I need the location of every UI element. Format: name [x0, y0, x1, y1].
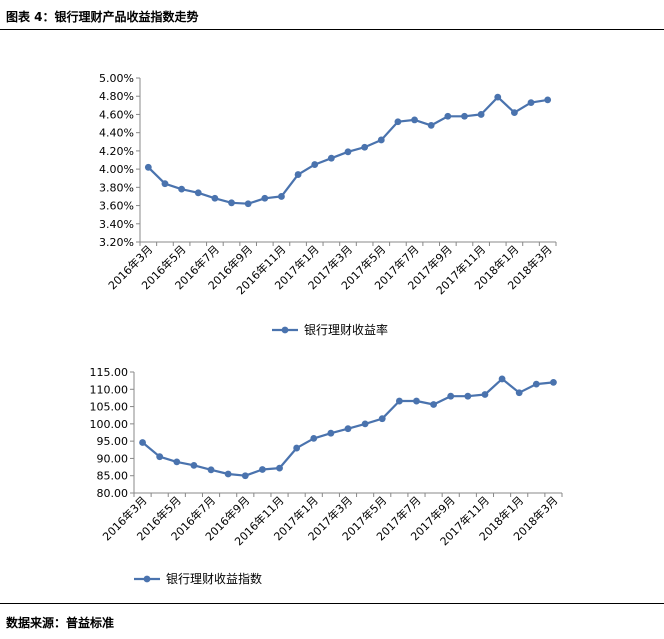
data-point [411, 116, 418, 124]
data-point [481, 391, 489, 398]
data-point [344, 148, 352, 156]
y-tick-label: 3.20% [99, 236, 134, 249]
data-point [293, 444, 301, 452]
bottom-rule [0, 603, 664, 604]
data-point [261, 194, 269, 202]
data-point [395, 397, 403, 405]
data-point [361, 420, 369, 428]
data-point [550, 378, 557, 386]
data-point [344, 425, 352, 433]
data-point [259, 466, 266, 473]
data-point [532, 380, 540, 388]
data-point [244, 200, 252, 208]
y-tick-label: 5.00% [99, 72, 134, 85]
y-tick-label: 100.00 [90, 418, 129, 431]
y-tick-label: 85.00 [97, 470, 129, 483]
y-tick-label: 4.20% [99, 145, 134, 158]
y-tick-label: 95.00 [97, 435, 129, 448]
data-point [327, 429, 335, 437]
data-point [144, 163, 152, 171]
y-tick-label: 4.80% [99, 90, 134, 103]
legend-marker [281, 326, 289, 334]
data-point [527, 99, 535, 106]
yield-rate-chart: 3.20% 3.40% 3.60% 3.80% 4.00% 4.20% 4.40% 4.60%… [99, 72, 557, 337]
data-point [178, 185, 186, 193]
data-point [377, 136, 385, 144]
data-point [544, 96, 552, 104]
data-point [211, 194, 219, 202]
data-point [430, 401, 437, 408]
data-point [511, 109, 518, 117]
data-point [278, 193, 285, 200]
data-point [427, 121, 435, 129]
data-point [394, 118, 402, 126]
data-point [156, 453, 164, 461]
y-tick-label: 90.00 [97, 452, 129, 465]
data-point [161, 180, 169, 188]
data-point [294, 171, 302, 178]
data-point [190, 461, 198, 469]
data-point [515, 389, 523, 397]
y-tick-label: 3.40% [99, 218, 134, 231]
y-tick-label: 110.00 [90, 383, 129, 396]
data-point [413, 397, 420, 405]
y-tick-label: 115.00 [90, 366, 129, 379]
data-point [444, 112, 452, 120]
legend-marker [143, 575, 151, 583]
data-point [327, 154, 335, 162]
data-point [207, 466, 215, 474]
y-tick-label: 3.60% [99, 200, 134, 213]
data-point [310, 434, 318, 442]
y-tick-label: 105.00 [90, 401, 129, 414]
legend-label: 银行理财收益率 [304, 322, 388, 337]
data-point [464, 392, 472, 400]
yield-index-chart: 80.00 85.00 90.00 95.00 100.00 105.00 110.00 11… [90, 366, 563, 586]
data-point [173, 458, 181, 466]
figure-title: 图表 4：银行理财产品收益指数走势 [6, 10, 199, 24]
y-tick-label: 3.80% [99, 181, 134, 194]
data-point [224, 470, 232, 478]
y-tick-label: 4.00% [99, 163, 134, 176]
data-point [461, 112, 468, 120]
y-tick-label: 4.60% [99, 108, 134, 121]
data-point [378, 415, 386, 423]
y-tick-label: 4.40% [99, 127, 134, 140]
top-rule [0, 29, 664, 30]
data-source: 数据来源：普益标准 [6, 616, 115, 630]
legend-label: 银行理财收益指数 [166, 571, 262, 586]
data-point [241, 472, 249, 480]
y-tick-label: 80.00 [97, 487, 129, 500]
data-point [477, 111, 485, 118]
data-point [228, 199, 235, 207]
data-point [276, 464, 283, 472]
data-point [498, 375, 506, 383]
data-point [139, 439, 146, 446]
data-point [447, 392, 455, 400]
data-point [194, 189, 202, 197]
data-point [361, 143, 369, 151]
data-point [311, 161, 319, 168]
data-point [494, 93, 502, 101]
